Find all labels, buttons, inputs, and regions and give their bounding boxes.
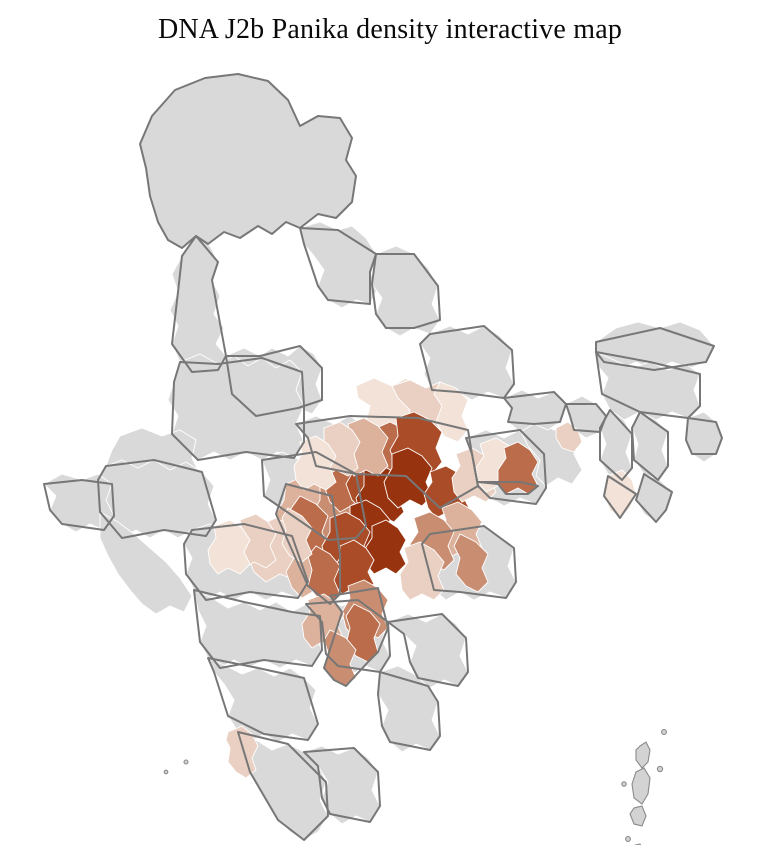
island-territories-layer [163,729,667,845]
district-region [453,533,489,593]
district-region [207,519,251,575]
page-title: DNA J2b Panika density interactive map [157,14,623,45]
india-choropleth-map[interactable] [0,56,780,845]
state-boundaries-layer [43,73,723,841]
map-container[interactable] [0,56,780,845]
